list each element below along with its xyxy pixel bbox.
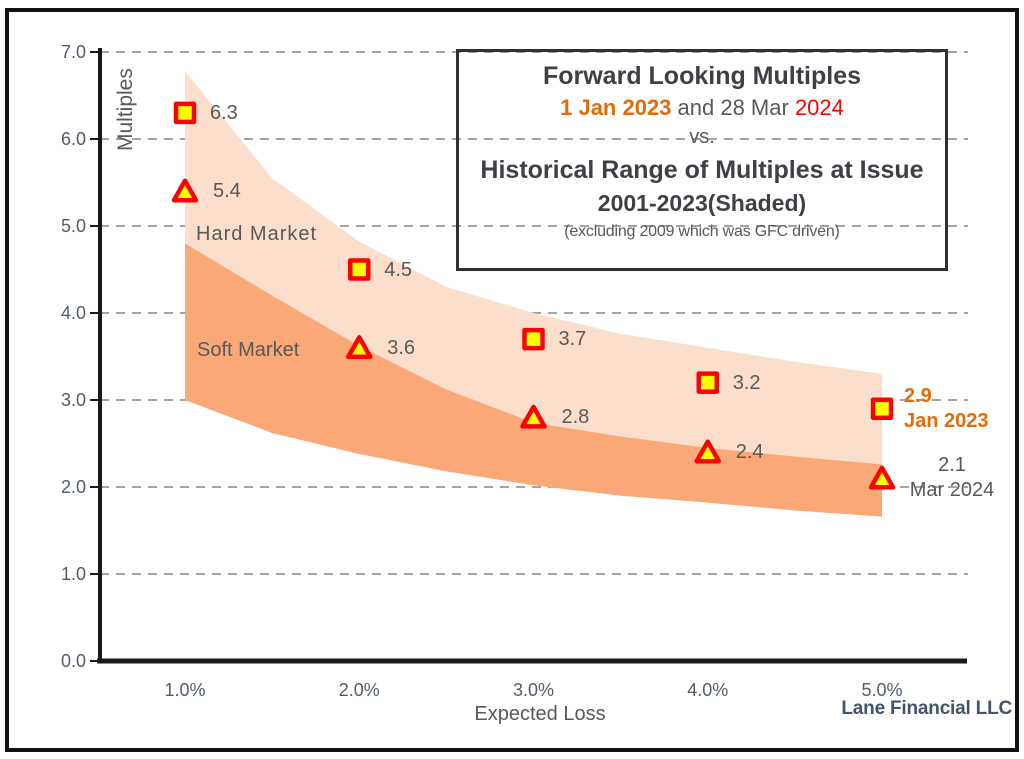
data-label-line: 2.1 xyxy=(938,454,966,477)
title-line-3-vs: vs. xyxy=(689,126,715,148)
data-label-3.6: 3.6 xyxy=(387,336,416,359)
title-line-4: Historical Range of Multiples at Issue xyxy=(480,156,924,184)
soft-market-annotation: Soft Market xyxy=(197,339,300,361)
marker-square-4.5 xyxy=(348,258,371,281)
y-tick-label-2.0: 2.0 xyxy=(60,477,86,497)
data-label-2.9: 2.9 Jan 2023 xyxy=(904,384,1000,434)
x-tick-label-3.0%: 3.0% xyxy=(512,680,555,700)
marker-triangle-2.1 xyxy=(868,465,896,490)
hard-market-annotation: Hard Market xyxy=(196,223,318,245)
footer-brand: Lane Financial LLC xyxy=(841,698,1012,719)
title-date-segment: 1 Jan 2023 xyxy=(560,95,672,120)
y-tick-label-3.0: 3.0 xyxy=(60,390,86,410)
marker-triangle-2.8 xyxy=(520,404,547,429)
x-axis-title: Expected Loss xyxy=(474,703,606,725)
y-tick-label-7.0: 7.0 xyxy=(60,42,86,62)
data-label-2.1: 2.1 Mar 2024 xyxy=(904,453,1000,503)
y-tick-label-1.0: 1.0 xyxy=(60,564,86,584)
chart-title-box: Forward Looking Multiples 1 Jan 2023 and… xyxy=(456,49,948,271)
data-label-4.5: 4.5 xyxy=(384,258,413,281)
data-label-line: 2.9 xyxy=(904,384,932,407)
data-label-3.2: 3.2 xyxy=(732,371,761,394)
marker-triangle-2.4 xyxy=(694,439,721,464)
y-tick-label-6.0: 6.0 xyxy=(60,129,86,149)
x-tick-label-1.0%: 1.0% xyxy=(164,680,206,700)
data-label-3.7: 3.7 xyxy=(558,328,587,351)
title-date-segment: 2024 xyxy=(794,95,844,120)
x-tick-label-2.0%: 2.0% xyxy=(338,680,380,700)
x-tick-label-5.0%: 5.0% xyxy=(861,680,903,700)
title-line-5-range: 2001-2023(Shaded) xyxy=(597,190,807,216)
marker-square-3.2 xyxy=(696,371,719,394)
data-label-5.4: 5.4 xyxy=(213,180,241,203)
title-line-2-dates: 1 Jan 2023 and 28 Mar 2024 xyxy=(459,92,945,123)
marker-square-2.9 xyxy=(870,397,894,420)
data-label-2.8: 2.8 xyxy=(561,406,590,429)
y-tick-label-0.0: 0.0 xyxy=(60,651,86,671)
data-label-line: Jan 2023 xyxy=(904,409,989,432)
data-label-line: Mar 2024 xyxy=(909,479,995,502)
marker-triangle-3.6 xyxy=(346,335,373,360)
x-tick-label-4.0%: 4.0% xyxy=(687,680,729,700)
marker-square-6.3 xyxy=(173,101,197,125)
title-line-6-note: (excluding 2009 which was GFC driven) xyxy=(564,223,840,240)
marker-square-3.7 xyxy=(522,327,545,351)
data-label-2.4: 2.4 xyxy=(735,441,764,464)
y-tick-label-4.0: 4.0 xyxy=(60,303,86,323)
marker-triangle-5.4 xyxy=(171,178,199,203)
data-label-6.3: 6.3 xyxy=(210,101,238,124)
title-line-1: Forward Looking Multiples xyxy=(542,62,862,90)
title-date-segment: and 28 Mar xyxy=(671,95,795,120)
y-tick-label-5.0: 5.0 xyxy=(60,216,86,236)
hard-market-band xyxy=(185,71,882,465)
